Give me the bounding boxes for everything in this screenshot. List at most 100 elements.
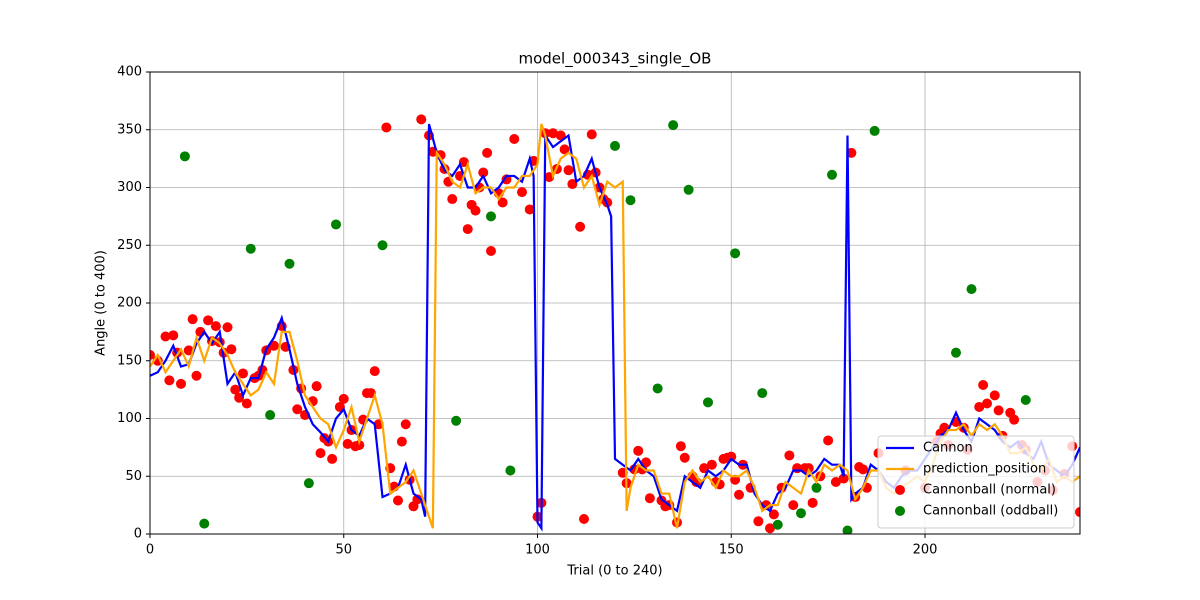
scatter-point bbox=[517, 187, 527, 198]
scatter-point bbox=[803, 463, 814, 474]
scatter-point bbox=[652, 383, 663, 394]
scatter-point bbox=[610, 140, 620, 151]
scatter-point bbox=[966, 284, 977, 295]
ticks: 0 50 100 150 200 0 50 100 150 200 250 300 350 400 bbox=[117, 65, 937, 558]
scatter-point bbox=[226, 344, 237, 355]
scatter-point bbox=[644, 493, 655, 504]
scatter-point bbox=[458, 157, 469, 168]
scatter-point bbox=[734, 489, 744, 500]
scatter-point bbox=[365, 388, 376, 399]
x-axis-label: Trial (0 to 240) bbox=[566, 564, 662, 579]
scatter-point bbox=[675, 441, 686, 452]
legend-swatch bbox=[895, 506, 905, 516]
scatter-point bbox=[416, 114, 427, 125]
scatter-point bbox=[478, 167, 489, 178]
scatter-point bbox=[989, 390, 1000, 401]
y-tick-label: 0 bbox=[134, 527, 142, 542]
scatter-point bbox=[245, 243, 256, 254]
scatter-point bbox=[183, 345, 194, 356]
scatter-point bbox=[524, 204, 535, 215]
legend-label: Cannonball (oddball) bbox=[923, 504, 1058, 519]
x-tick-label: 200 bbox=[913, 543, 938, 558]
legend-label: Cannonball (normal) bbox=[923, 483, 1056, 498]
scatter-point bbox=[823, 435, 834, 446]
scatter-point bbox=[827, 169, 837, 180]
scatter-point bbox=[978, 380, 989, 391]
y-tick-label: 250 bbox=[117, 238, 142, 253]
scatter-point bbox=[548, 128, 558, 139]
x-tick-label: 0 bbox=[146, 543, 154, 558]
scatter-point bbox=[668, 120, 679, 131]
scatter-point bbox=[765, 523, 775, 534]
scatter-point bbox=[772, 519, 783, 530]
scatter-point bbox=[150, 349, 155, 360]
legend: Cannon prediction_position Cannonball (nor… bbox=[877, 435, 1075, 529]
scatter-point bbox=[567, 179, 578, 190]
y-tick-label: 200 bbox=[117, 296, 142, 311]
scatter-point bbox=[706, 459, 717, 470]
scatter-point bbox=[315, 448, 326, 459]
scatter-point bbox=[830, 477, 841, 488]
scatter-point bbox=[869, 125, 880, 136]
scatter-point bbox=[210, 321, 221, 332]
scatter-point bbox=[757, 388, 768, 399]
scatter-point bbox=[703, 397, 713, 408]
scatter-point bbox=[505, 465, 516, 476]
scatter-point bbox=[858, 464, 868, 475]
scatter-point bbox=[730, 248, 741, 259]
scatter-point bbox=[400, 419, 411, 430]
scatter-point bbox=[497, 197, 508, 208]
scatter-point bbox=[951, 347, 961, 358]
scatter-point bbox=[838, 473, 849, 484]
scatter-point bbox=[164, 375, 175, 386]
scatter-point bbox=[842, 525, 853, 534]
scatter-point bbox=[238, 368, 248, 379]
scatter-point bbox=[1020, 395, 1031, 406]
scatter-point bbox=[199, 518, 210, 529]
scatter-point bbox=[753, 516, 764, 527]
scatter-point bbox=[160, 331, 171, 342]
scatter-point bbox=[203, 315, 214, 326]
scatter-point bbox=[807, 497, 818, 508]
scatter-point bbox=[563, 165, 574, 176]
scatter-point bbox=[381, 122, 392, 133]
scatter-point bbox=[679, 452, 690, 463]
scatter-point bbox=[993, 405, 1004, 416]
legend-swatch bbox=[895, 485, 905, 495]
x-tick-label: 100 bbox=[525, 543, 550, 558]
y-tick-label: 400 bbox=[117, 65, 142, 80]
scatter-point bbox=[292, 404, 303, 415]
scatter-point bbox=[412, 494, 423, 505]
y-axis-label: Angle (0 to 400) bbox=[94, 250, 109, 356]
scatter-point bbox=[396, 436, 407, 447]
scatter-point bbox=[633, 445, 644, 456]
scatter-point bbox=[982, 398, 992, 409]
scatter-point bbox=[683, 184, 694, 195]
legend-label: Cannon bbox=[923, 441, 973, 456]
y-tick-label: 350 bbox=[117, 122, 142, 137]
scatter-point bbox=[784, 450, 795, 461]
scatter-point bbox=[168, 330, 179, 341]
scatter-point bbox=[788, 500, 799, 511]
y-tick-label: 300 bbox=[117, 180, 142, 195]
scatter-point bbox=[176, 378, 186, 389]
y-tick-label: 150 bbox=[117, 353, 142, 368]
scatter-point bbox=[486, 211, 496, 222]
scatter-point bbox=[222, 322, 233, 333]
scatter-point bbox=[327, 453, 338, 464]
scatter-point bbox=[191, 370, 202, 381]
scatter-point bbox=[447, 194, 458, 205]
scatter-point bbox=[699, 463, 710, 474]
scatter-point bbox=[579, 513, 589, 524]
x-tick-label: 150 bbox=[719, 543, 744, 558]
scatter-point bbox=[284, 258, 295, 269]
scatter-point bbox=[234, 392, 245, 403]
scatter-point bbox=[187, 314, 198, 325]
scatter-point bbox=[575, 221, 586, 232]
scatter-point bbox=[846, 147, 857, 158]
scatter-point bbox=[486, 246, 496, 257]
scatter-point bbox=[265, 410, 276, 421]
scatter-point bbox=[241, 398, 252, 409]
x-tick-label: 50 bbox=[335, 543, 352, 558]
